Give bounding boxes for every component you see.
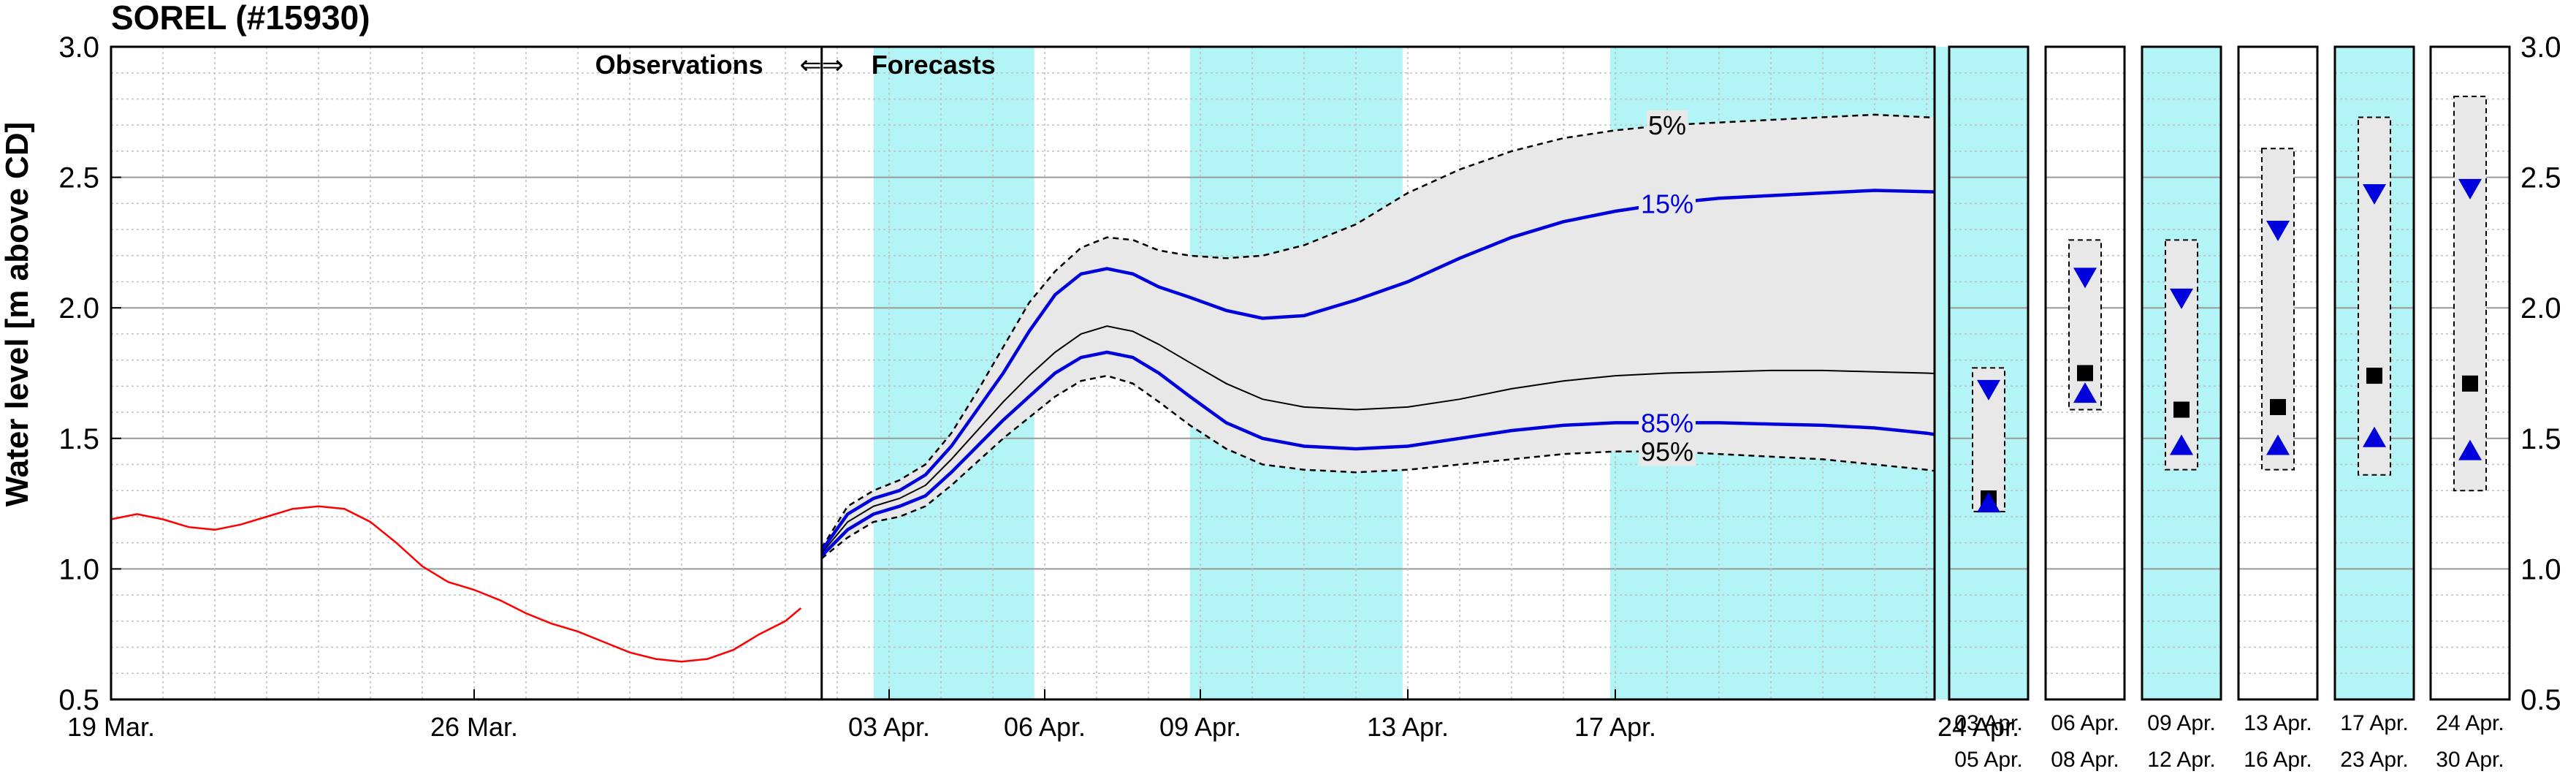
weekly-start-label: 13 Apr. — [2244, 711, 2312, 735]
weekly-panel-frame — [1948, 45, 2030, 701]
y-tick-label: 1.5 — [58, 423, 99, 455]
weekly-p15-marker — [2458, 178, 2482, 200]
right-y-tick-label: 1.0 — [2520, 553, 2561, 585]
weekly-panel: 13 Apr. 16 Apr. — [2237, 45, 2319, 772]
weekly-range-box — [2261, 148, 2295, 471]
weekly-panel: 17 Apr. 23 Apr. — [2333, 45, 2415, 772]
weekly-end-label: 08 Apr. — [2051, 748, 2119, 772]
x-tick-label: 19 Mar. — [67, 712, 155, 742]
p15-label-bg — [1639, 189, 1696, 219]
weekly-panel: 09 Apr. 12 Apr. — [2141, 45, 2222, 772]
weekly-p85-marker — [2073, 382, 2097, 403]
weekly-panel-frame — [2237, 45, 2319, 701]
x-tick-label: 17 Apr. — [1574, 712, 1656, 742]
weekly-start-label: 09 Apr. — [2147, 711, 2215, 735]
weekly-p15-marker — [2266, 221, 2290, 242]
right-y-axis: 0.5 1.0 1.5 2.0 2.5 3.0 — [2520, 31, 2561, 716]
x-tick-label: 06 Apr. — [1004, 712, 1086, 742]
weekly-end-label: 12 Apr. — [2147, 748, 2215, 772]
weekly-p15-marker — [2073, 268, 2097, 289]
p5-label: 5% — [1648, 110, 1686, 140]
y-tick-label: 2.0 — [58, 292, 99, 325]
p15-label: 15% — [1641, 189, 1693, 219]
weekly-p85-marker — [1977, 492, 2000, 513]
weekly-panel: 24 Apr. 30 Apr. — [2429, 45, 2511, 772]
arrows-label: ⇐⇒ — [800, 50, 844, 80]
x-tick-label: 26 Mar. — [430, 712, 518, 742]
weekly-start-label: 17 Apr. — [2340, 711, 2408, 735]
weekly-median-marker — [2270, 398, 2286, 415]
weekly-p15-marker — [1977, 379, 2000, 401]
x-tick-label: 03 Apr. — [848, 712, 930, 742]
weekly-panel-frame — [2429, 45, 2511, 701]
y-axis-label: Water level [m above CD] — [0, 122, 35, 507]
weekly-p85-marker — [2363, 426, 2386, 447]
weekly-p85-marker — [2458, 439, 2482, 460]
p5-label-bg — [1647, 110, 1688, 140]
weekly-p85-marker — [2266, 434, 2290, 455]
weekly-panel-frame — [2141, 45, 2222, 701]
y-tick-label: 3.0 — [58, 31, 99, 64]
weekly-median-marker — [2462, 375, 2478, 392]
observations-label: Observations — [595, 50, 763, 80]
right-y-tick-label: 2.5 — [2520, 162, 2561, 194]
y-tick-label: 0.5 — [58, 684, 99, 716]
weekly-end-label: 05 Apr. — [1954, 748, 2022, 772]
x-tick-label: 13 Apr. — [1367, 712, 1449, 742]
weekly-panel: 03 Apr. 05 Apr. — [1948, 45, 2030, 772]
weekly-median-marker — [2077, 365, 2093, 382]
weekly-end-label: 16 Apr. — [2244, 748, 2312, 772]
weekly-p15-marker — [2363, 184, 2386, 205]
x-tick-label: 24 Apr. — [1937, 712, 2019, 742]
weekly-panel-frame — [2044, 45, 2126, 701]
p95-line — [820, 374, 1935, 560]
weekly-median-marker — [2366, 368, 2382, 384]
forecasts-label: Forecasts — [872, 50, 996, 80]
weekly-median-marker — [2173, 401, 2190, 418]
main-plot-area: 5% 15% 85%95% Observations ⇐⇒ Forecasts 0.5 1.0… — [58, 31, 2019, 742]
p85-line — [820, 350, 1935, 558]
weekly-start-label: 24 Apr. — [2436, 711, 2504, 735]
weekly-range-box — [2165, 239, 2198, 471]
weekly-panel: 06 Apr. 08 Apr. — [2044, 45, 2126, 772]
p5-line — [820, 113, 1935, 549]
weekly-range-box — [2453, 95, 2487, 492]
weekly-end-label: 30 Apr. — [2436, 748, 2504, 772]
main-plot-frame — [110, 45, 1936, 701]
weekly-panel-frame — [2333, 45, 2415, 701]
p85-label-bg — [1639, 408, 1696, 438]
observed-line — [111, 505, 802, 663]
y-tick-label: 1.0 — [58, 553, 99, 585]
median-line — [820, 325, 1935, 554]
p95-label-bg — [1639, 436, 1696, 466]
weekly-panels: 03 Apr. 05 Apr. 06 Apr. 08 Apr. 09 Apr. 12 Ap… — [1948, 45, 2511, 772]
right-y-tick-label: 2.0 — [2520, 292, 2561, 325]
y-tick-label: 2.5 — [58, 162, 99, 194]
weekly-start-label: 03 Apr. — [1954, 711, 2022, 735]
p95-label: 95% — [1641, 437, 1693, 467]
chart-title: SOREL (#15930) — [111, 0, 370, 37]
p15-line — [820, 189, 1935, 552]
x-tick-label: 09 Apr. — [1159, 712, 1241, 742]
weekly-start-label: 06 Apr. — [2051, 711, 2119, 735]
right-y-tick-label: 3.0 — [2520, 31, 2561, 64]
right-y-tick-label: 0.5 — [2520, 684, 2561, 716]
weekly-p85-marker — [2170, 434, 2193, 455]
weekly-range-box — [2358, 116, 2391, 476]
weekly-p15-marker — [2170, 288, 2193, 309]
weekly-end-label: 23 Apr. — [2340, 748, 2408, 772]
right-y-tick-label: 1.5 — [2520, 423, 2561, 455]
p85-label: 85% — [1641, 408, 1693, 438]
